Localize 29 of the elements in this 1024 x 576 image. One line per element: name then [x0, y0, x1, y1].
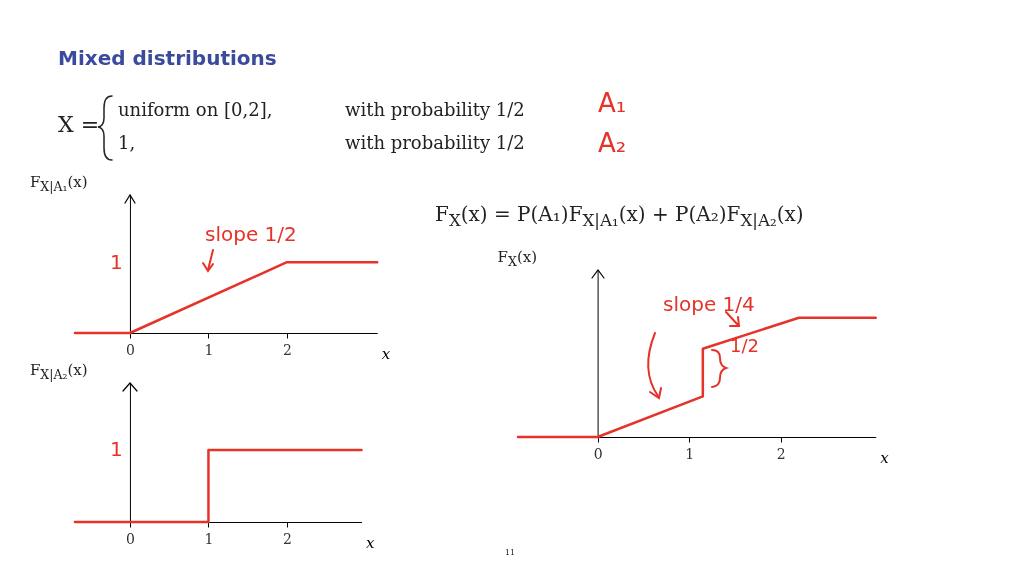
x-tick-label: 2	[282, 531, 292, 548]
text: uniform on [0,2],	[118, 99, 273, 120]
x-tick-label: 2	[282, 342, 292, 359]
x-tick-label: 1	[204, 342, 214, 359]
text: A₂	[598, 128, 627, 158]
x-axis-title: x	[366, 534, 376, 553]
text: 11	[505, 548, 516, 557]
x-tick-label: 0	[125, 531, 135, 548]
x-tick-label: 2	[776, 446, 786, 463]
text: with probability 1/2	[345, 132, 525, 153]
chart-title: Mixed distributions	[58, 46, 277, 70]
text: A₁	[598, 88, 627, 118]
text: slope 1/4	[663, 292, 755, 316]
y-axis-title: F$_{X}$(x)	[497, 248, 538, 269]
x-tick-label: 0	[593, 446, 603, 463]
x-tick-label: 1	[685, 446, 695, 463]
y-axis-title: F$_{X|A₁}$(x)	[29, 173, 88, 194]
x-axis-title: x	[381, 345, 391, 364]
x-tick-label: 1	[204, 531, 214, 548]
text: slope 1/2	[205, 222, 297, 246]
text: X =	[58, 112, 100, 137]
y-axis-title: F$_{X|A₂}$(x)	[29, 361, 88, 382]
annotation: 1	[110, 250, 123, 274]
x-axis-title: x	[880, 449, 890, 468]
text: 1,	[118, 132, 136, 153]
x-tick-label: 0	[126, 342, 135, 359]
text: with probability 1/2	[345, 99, 525, 120]
annotation: 1/2	[730, 335, 759, 356]
text: F$_{X}$(x) = P(A₁)F$_{X|A₁}$(x) + P(A₂)F$_{X|A₂}$(x)	[435, 202, 804, 230]
